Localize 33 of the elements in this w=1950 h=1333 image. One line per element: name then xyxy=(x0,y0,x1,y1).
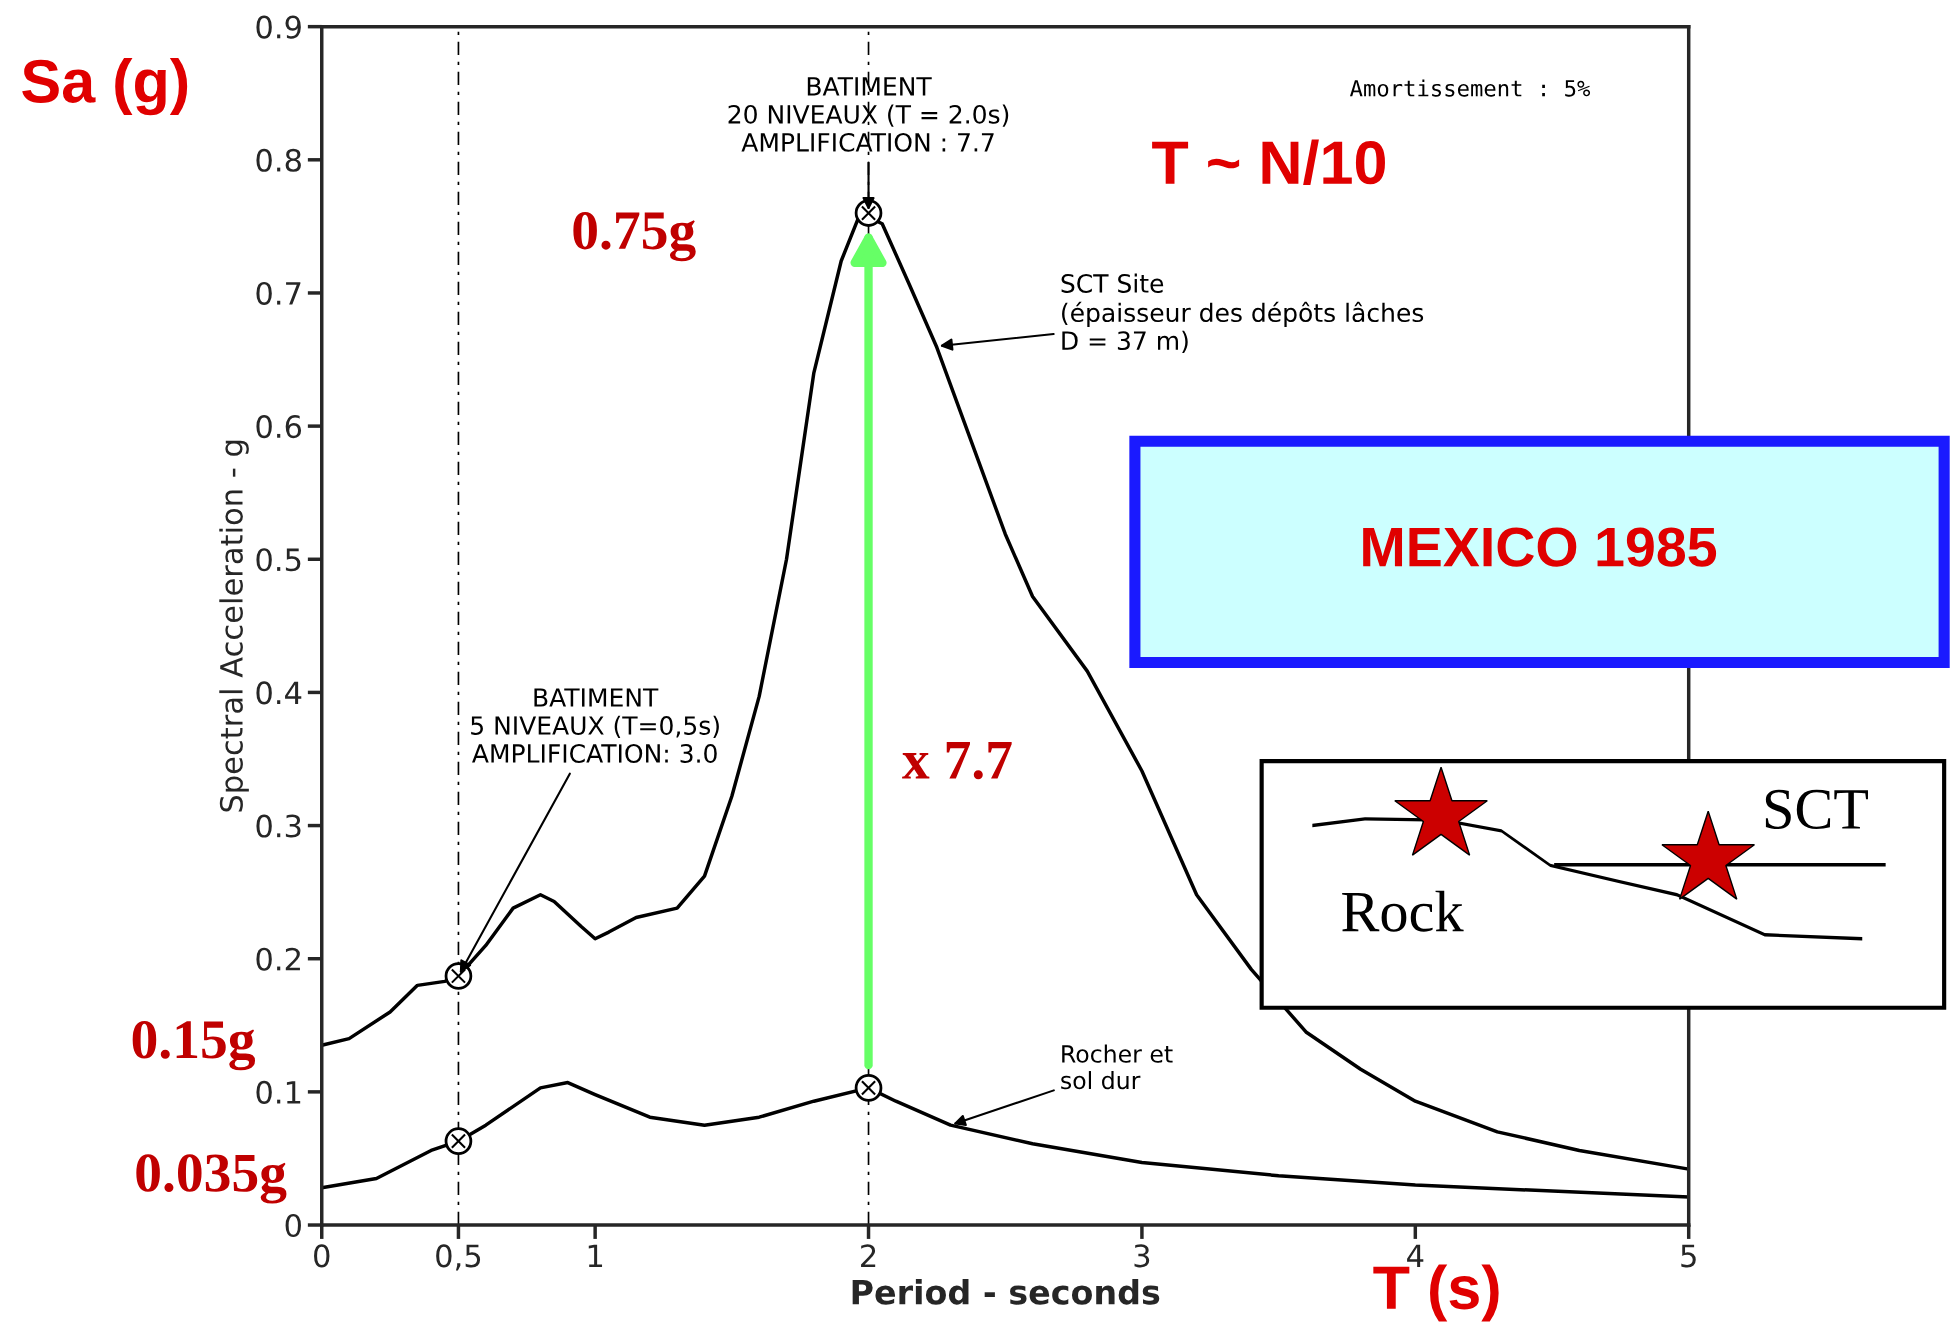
x-tick-label: 3 xyxy=(1134,1244,1150,1268)
annotation: Amortissement : 5% xyxy=(1349,79,1591,97)
y-tick-label: 0 xyxy=(285,1213,301,1238)
annotation: T ~ N/10 xyxy=(1152,139,1385,185)
y-tick-label: 0.2 xyxy=(256,947,300,971)
y-tick-label: 0.3 xyxy=(256,814,301,838)
y-tick-label: 0.7 xyxy=(256,281,301,306)
x-tick-label: 5 xyxy=(1681,1244,1696,1268)
text: 0.035g xyxy=(136,1154,287,1204)
text: Sa (g) xyxy=(22,58,188,116)
x-axis-title: Period - seconds xyxy=(852,1278,1160,1305)
x-tick-label: 2 xyxy=(861,1244,876,1267)
x-tick-label: 0 xyxy=(314,1244,330,1268)
x-tick-label: 1 xyxy=(588,1244,603,1267)
y-tick-label: 0.8 xyxy=(256,148,301,172)
y-tick-label: 0.1 xyxy=(256,1080,301,1104)
annotation: 0.75g xyxy=(573,211,696,262)
y-tick-label: 0.5 xyxy=(256,548,301,572)
annotation: BATIMENT 20 NIVEAUX (T = 2.0s) AMPLIFICATION : 7.7 xyxy=(728,77,1009,152)
annotation: x 7.7 xyxy=(902,742,1012,780)
y-tick-label: 0.6 xyxy=(256,415,302,439)
y-tick-label: 0.4 xyxy=(256,681,302,705)
y-tick-label: 0.9 xyxy=(256,15,301,39)
x-tick-label: 0,5 xyxy=(436,1244,481,1271)
point xyxy=(854,199,883,227)
text: SCT xyxy=(1765,789,1868,830)
annotation: SCT Site (épaisseur des dépôts lâches D = 37 m) xyxy=(1061,273,1424,354)
annotation: MEXICO 1985 xyxy=(1363,527,1717,567)
y-axis-title: Spectral Acceleration - g xyxy=(219,440,249,812)
annotation: BATIMENT 5 NIVEAUX (T=0,5s) AMPLIFICATION: 3.0 xyxy=(471,688,719,763)
text: 0.15g xyxy=(132,1021,256,1071)
annotation: Rocher et sol dur xyxy=(1061,1044,1173,1090)
annotation: Rock xyxy=(1342,890,1464,932)
